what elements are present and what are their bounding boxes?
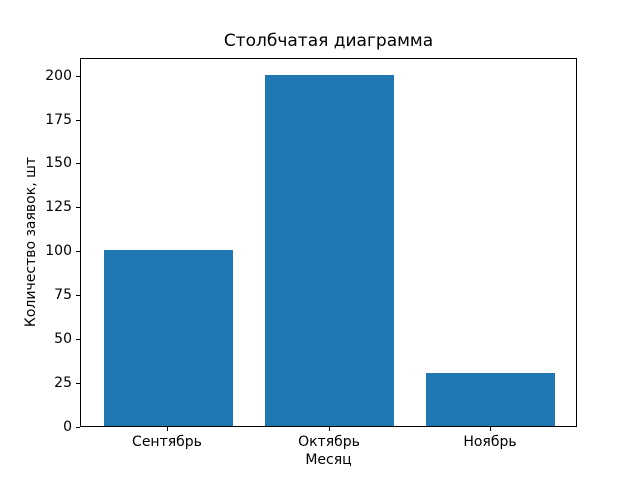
y-tick-label: 75 [54,287,72,303]
y-tick-label: 200 [45,68,72,84]
y-tick-mark [76,339,80,340]
plot-area [80,58,577,427]
y-tick-label: 50 [54,331,72,347]
y-tick-label: 25 [54,375,72,391]
bar-0 [104,250,233,426]
y-tick-label: 0 [63,419,72,435]
chart-title: Столбчатая диаграмма [223,31,434,51]
y-tick-mark [76,251,80,252]
y-tick-label: 100 [45,243,72,259]
y-tick-label: 125 [45,199,72,215]
y-tick-label: 175 [45,112,72,128]
x-axis-label: Месяц [305,452,352,468]
x-tick-mark [167,427,168,431]
y-tick-mark [76,76,80,77]
y-tick-mark [76,383,80,384]
x-tick-mark [329,427,330,431]
y-tick-mark [76,427,80,428]
y-tick-mark [76,163,80,164]
x-tick-mark [490,427,491,431]
x-tick-label: Октябрь [298,434,360,450]
y-tick-mark [76,120,80,121]
x-tick-label: Ноябрь [463,434,517,450]
x-tick-label: Сентябрь [132,434,202,450]
y-tick-mark [76,295,80,296]
bar-2 [426,373,555,426]
y-tick-mark [76,207,80,208]
bar-1 [265,75,394,426]
y-tick-label: 150 [45,155,72,171]
